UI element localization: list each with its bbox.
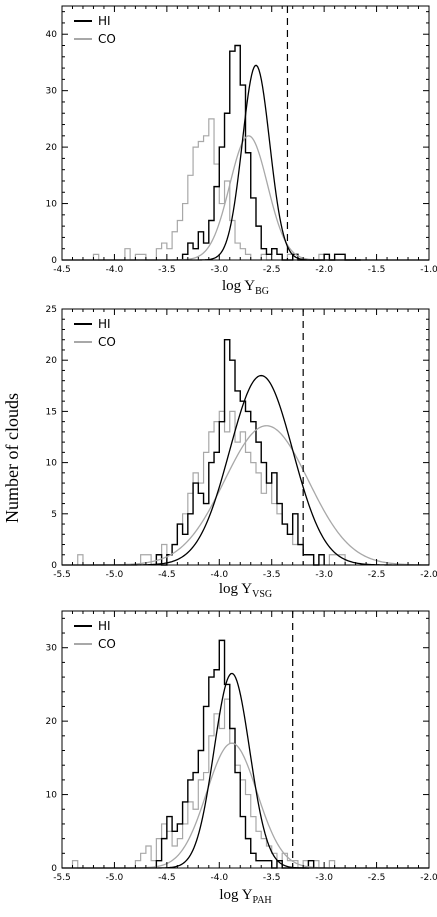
plot-frame (61, 610, 430, 869)
legend-co-label: CO (98, 335, 116, 349)
x-tick-label: -4.5 (53, 265, 71, 275)
y-tick-label: 20 (46, 143, 58, 153)
x-tick-label: -3.5 (263, 873, 281, 883)
y-tick-label: 30 (46, 87, 58, 97)
x-tick-label: -2.5 (368, 873, 386, 883)
histogram-hi (155, 339, 325, 566)
series-layer (62, 309, 430, 566)
x-axis-label-main: log Y (219, 581, 252, 597)
histogram-hi (181, 44, 361, 261)
plot-frame (61, 308, 430, 566)
panel-pah: -5.5 -5.0 -4.5 -4.0 -3.5 -3.0 -2.5 -2.00102030 … (46, 610, 437, 906)
x-axis-label-pah: log YPAH (219, 887, 271, 906)
x-tick-label: -2.5 (263, 265, 281, 275)
x-tick-label: -1.0 (420, 265, 437, 275)
x-tick-label: -3.0 (211, 265, 229, 275)
x-tick-label: -2.0 (420, 570, 437, 580)
y-axis-label: Number of clouds (2, 393, 22, 523)
legend-co-label: CO (98, 32, 116, 46)
legend-hi-label: HI (98, 14, 111, 28)
x-tick-label: -1.5 (368, 265, 386, 275)
fit-curve-co (62, 742, 429, 869)
y-tick-label: 20 (46, 356, 58, 366)
x-axis-label-sub: BG (255, 286, 269, 297)
ticks-layer: -4.5 -4.0 -3.5 -3.0 -2.5 -2.0 -1.5 -1.0 0 10 20 30 4… (46, 6, 437, 275)
x-tick-label: -2.0 (315, 265, 333, 275)
x-tick-label: -3.5 (263, 570, 281, 580)
ticks-layer: -5.5 -5.0 -4.5 -4.0 -3.5 -3.0 -2.5 -2.0 0 10 20 30 (46, 611, 437, 883)
x-tick-label: -5.0 (106, 873, 124, 883)
panel-vsg: -5.5 -5.0 -4.5 -4.0 -3.5 -3.0 -2.5 -2.0 0 5 10 15 20… (46, 305, 437, 600)
legend-hi-label: HI (98, 317, 111, 331)
fit-curve-co (62, 135, 429, 261)
legend: HI CO (74, 317, 116, 349)
x-tick-label: -3.0 (315, 873, 333, 883)
legend: HI CO (74, 14, 116, 46)
panel-bg: -4.5 -4.0 -3.5 -3.0 -2.5 -2.0 -1.5 -1.0 0 10 20 30 4… (46, 5, 437, 297)
y-tick-label: 40 (46, 30, 58, 40)
y-tick-label: 20 (46, 717, 58, 727)
y-tick-label: 10 (46, 200, 58, 210)
legend: HI CO (74, 619, 116, 651)
series-layer (62, 6, 429, 261)
x-axis-label-sub: PAH (253, 895, 272, 906)
y-tick-label: 0 (51, 864, 57, 874)
x-tick-label: -2.5 (368, 570, 386, 580)
x-axis-label-vsg: log YVSG (219, 581, 272, 600)
legend-co-label: CO (98, 637, 116, 651)
x-tick-label: -4.5 (158, 873, 176, 883)
x-tick-label: -5.0 (106, 570, 124, 580)
plot-frame (61, 5, 430, 261)
y-tick-label: 5 (51, 510, 57, 520)
x-tick-label: -5.5 (53, 570, 71, 580)
y-tick-label: 25 (46, 305, 57, 315)
y-tick-label: 30 (46, 644, 58, 654)
histogram-co (92, 118, 351, 261)
x-axis-label-sub: VSG (252, 589, 272, 600)
x-tick-label: -4.0 (211, 873, 229, 883)
y-tick-label: 10 (46, 791, 58, 801)
y-tick-label: 0 (51, 561, 57, 571)
x-tick-label: -4.0 (106, 265, 124, 275)
x-tick-label: -3.5 (158, 265, 176, 275)
x-tick-label: -3.0 (315, 570, 333, 580)
histogram-co (71, 698, 340, 869)
y-tick-label: 0 (51, 256, 57, 266)
x-axis-label-main: log Y (219, 887, 252, 903)
y-tick-label: 10 (46, 459, 58, 469)
y-tick-label: 15 (46, 407, 57, 417)
x-axis-label-main: log Y (222, 278, 255, 294)
x-axis-label-bg: log YBG (222, 278, 269, 297)
legend-hi-label: HI (98, 619, 111, 633)
series-layer (62, 611, 429, 869)
histogram-co (77, 410, 351, 566)
x-tick-label: -4.5 (158, 570, 176, 580)
histogram-hi (155, 639, 315, 869)
x-tick-label: -5.5 (53, 873, 71, 883)
x-tick-label: -2.0 (420, 873, 437, 883)
x-tick-label: -4.0 (211, 570, 229, 580)
